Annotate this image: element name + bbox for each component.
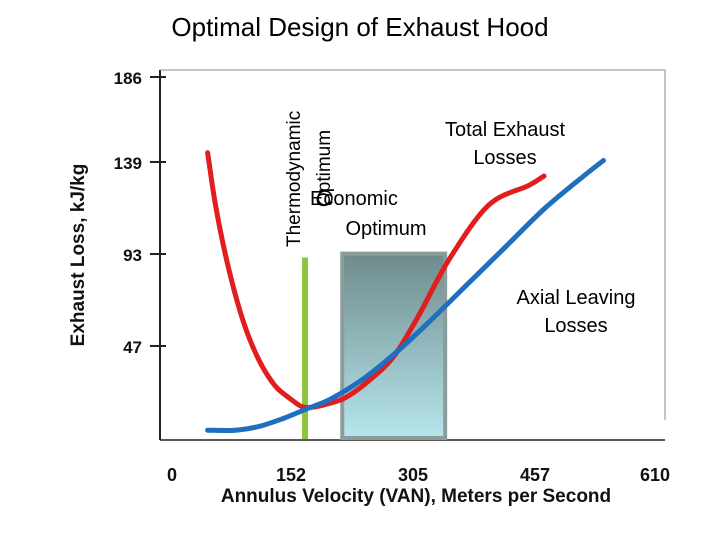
economic-optimum-label-line2: Optimum (345, 218, 426, 240)
chart-title: Optimal Design of Exhaust Hood (171, 12, 549, 42)
thermodynamic-optimum-label: Thermodynamic Optimum (284, 106, 335, 248)
economic-optimum-region (340, 251, 448, 440)
x-tick-label: 457 (520, 465, 550, 485)
series-axial-leaving-losses (205, 158, 606, 434)
x-tick-label: 610 (640, 465, 670, 485)
economic-optimum-label-line1: Economic (310, 188, 398, 210)
x-tick-label: 305 (398, 465, 428, 485)
x-tick-label: 152 (276, 465, 306, 485)
economic-optimum-bullet (317, 190, 333, 206)
series-total-exhaust-losses (205, 150, 547, 411)
y-tick-label: 139 (114, 154, 142, 173)
total-losses-label-line2: Losses (473, 147, 536, 169)
x-axis-label: Annulus Velocity (VAN), Meters per Secon… (221, 486, 611, 507)
x-tick-label: 0 (167, 465, 177, 485)
y-tick-label: 47 (123, 338, 142, 357)
axial-losses-label-line1: Axial Leaving (517, 287, 636, 309)
y-tick-label: 93 (123, 246, 142, 265)
y-tick-label: 186 (114, 69, 142, 88)
axial-losses-label-line2: Losses (544, 315, 607, 337)
thermo-label-line1: Thermodynamic (284, 111, 305, 247)
y-axis-label: Exhaust Loss, kJ/kg (68, 164, 89, 347)
thermo-label-line2: Optimum (314, 130, 335, 207)
total-losses-label-line1: Total Exhaust (445, 119, 566, 141)
